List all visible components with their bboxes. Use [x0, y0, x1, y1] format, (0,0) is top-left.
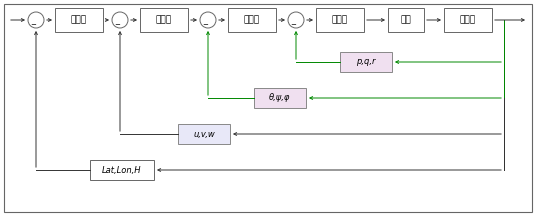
Bar: [444, 8, 492, 32]
Text: u,v,w: u,v,w: [193, 130, 215, 138]
Bar: [316, 8, 364, 32]
Bar: [178, 124, 230, 144]
Bar: [254, 88, 306, 108]
Text: −: −: [114, 22, 120, 28]
Bar: [228, 8, 276, 32]
Bar: [140, 8, 188, 32]
Text: 控制器: 控制器: [332, 16, 348, 24]
Text: 控制器: 控制器: [244, 16, 260, 24]
Text: −: −: [30, 22, 36, 28]
Text: θ,ψ,φ: θ,ψ,φ: [269, 94, 291, 103]
Text: Lat,Lon,H: Lat,Lon,H: [102, 165, 142, 175]
Text: 直升机: 直升机: [460, 16, 476, 24]
Text: −: −: [202, 22, 208, 28]
Text: 控制器: 控制器: [156, 16, 172, 24]
Bar: [90, 160, 154, 180]
Text: p,q,r: p,q,r: [356, 57, 376, 67]
Bar: [388, 8, 424, 32]
Text: −: −: [290, 22, 296, 28]
Bar: [340, 52, 392, 72]
Circle shape: [28, 12, 44, 28]
Text: 舵机: 舵机: [400, 16, 411, 24]
Circle shape: [200, 12, 216, 28]
Circle shape: [112, 12, 128, 28]
Circle shape: [288, 12, 304, 28]
Bar: [55, 8, 103, 32]
Text: 控制器: 控制器: [71, 16, 87, 24]
